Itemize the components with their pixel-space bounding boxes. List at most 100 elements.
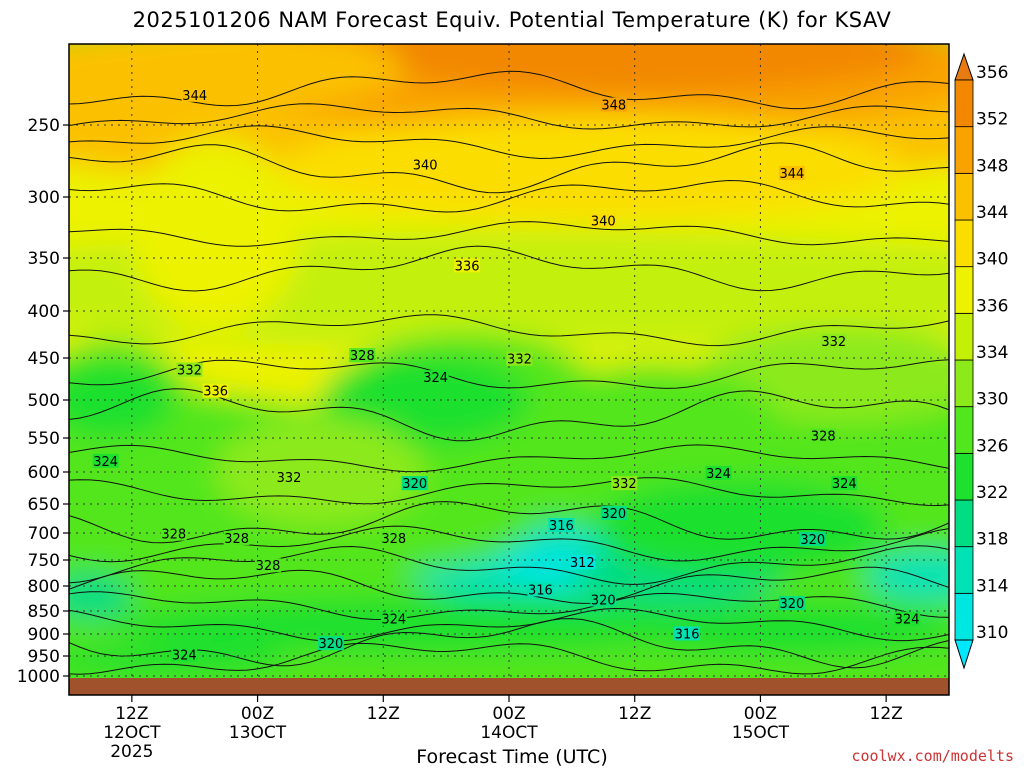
contour-label: 320 — [402, 477, 427, 492]
contour-label: 328 — [350, 349, 375, 364]
x-axis-title: Forecast Time (UTC) — [416, 746, 608, 768]
contour-label: 328 — [811, 429, 836, 444]
contour-label-bg — [590, 213, 617, 228]
contour-label: 324 — [172, 649, 197, 664]
x-tick-label: 12Z — [870, 704, 903, 724]
y-tick-label: 1000 — [17, 667, 60, 687]
contour-label-bg — [506, 351, 533, 366]
colorbar-label: 356 — [976, 63, 1008, 83]
y-tick-label: 750 — [28, 551, 60, 571]
colorbar: 310 314 318 322 326 330 334 336 340 344 348 352 356 — [954, 52, 1008, 670]
colorbar-label: 340 — [976, 250, 1008, 270]
contour-label: 320 — [601, 507, 626, 522]
colorbar-max-arrow — [954, 52, 974, 81]
y-tick-label: 650 — [28, 495, 60, 515]
colorbar-label: 352 — [976, 110, 1008, 130]
colorbar-swatch — [954, 219, 974, 268]
contour-label: 324 — [706, 467, 731, 482]
chart-title: 2025101206 NAM Forecast Equiv. Potential… — [132, 8, 892, 32]
contour-label-bg — [527, 582, 554, 597]
contour-label-bg — [92, 453, 119, 468]
contour-label-bg — [548, 518, 575, 533]
contour-label-bg — [223, 530, 250, 545]
colorbar-swatch — [954, 79, 974, 128]
x-tick-date: 12OCT — [103, 723, 161, 743]
y-tick-label: 800 — [28, 577, 60, 597]
contour-label-bg — [422, 370, 449, 385]
y-tick-label: 350 — [28, 249, 60, 269]
contour-label: 344 — [779, 167, 804, 182]
y-tick-label: 550 — [28, 429, 60, 449]
contour-label: 324 — [381, 613, 406, 628]
ground-strip — [69, 678, 949, 695]
contour-label-bg — [600, 505, 627, 520]
contour-label-bg — [674, 626, 701, 641]
y-tick-label: 250 — [28, 116, 60, 136]
colorbar-swatch — [954, 359, 974, 408]
colorbar-min-arrow — [954, 639, 974, 670]
contour-label: 316 — [528, 584, 553, 599]
contour-label-bg — [181, 87, 208, 102]
colorbar-label: 310 — [976, 623, 1008, 643]
contour-label: 324 — [423, 371, 448, 386]
contour-label: 324 — [895, 613, 920, 628]
contour-label: 332 — [507, 353, 532, 368]
contour-label-bg — [349, 348, 376, 363]
y-axis: 250 300 350 400 450 500 550 600 650 700 750 800 850 9… — [17, 116, 69, 687]
contour-label: 316 — [675, 627, 700, 642]
colorbar-swatch — [954, 406, 974, 454]
x-tick-label: 00Z — [492, 704, 525, 724]
contour-label-bg — [778, 165, 805, 180]
contour-label: 320 — [800, 533, 825, 548]
colorbar-label: 334 — [976, 343, 1008, 363]
contour-label: 324 — [93, 455, 118, 470]
colorbar-swatch — [954, 266, 974, 314]
colorbar-label: 318 — [976, 530, 1008, 550]
contour-label-bg — [176, 362, 203, 377]
x-tick-year: 2025 — [110, 742, 153, 762]
contour-label: 332 — [277, 471, 302, 486]
contour-label-bg — [401, 476, 428, 491]
contour-label-bg — [380, 530, 407, 545]
contour-label-bg — [380, 611, 407, 626]
y-tick-label: 500 — [28, 391, 60, 411]
x-tick-label: 00Z — [241, 704, 274, 724]
contour-label: 328 — [224, 532, 249, 547]
x-tick-date: 15OCT — [732, 723, 790, 743]
y-tick-label: 900 — [28, 625, 60, 645]
contour-label-bg — [202, 383, 229, 398]
colorbar-label: 348 — [976, 156, 1008, 176]
contour-label-bg — [590, 592, 617, 607]
colorbar-swatch — [954, 546, 974, 594]
x-tick-label: 12Z — [618, 704, 651, 724]
colorbar-label: 336 — [976, 296, 1008, 316]
contour-label-bg — [831, 476, 858, 491]
colorbar-swatch — [954, 452, 974, 501]
contour-label: 340 — [413, 158, 438, 173]
contour-label: 332 — [177, 364, 202, 379]
colorbar-label: 322 — [976, 483, 1008, 503]
x-tick-date: 13OCT — [229, 723, 287, 743]
contour-label: 320 — [591, 594, 616, 609]
contour-label: 328 — [381, 532, 406, 547]
contour-label: 328 — [161, 528, 186, 543]
x-tick-label: 00Z — [744, 704, 777, 724]
contour-label: 332 — [821, 335, 846, 350]
colorbar-swatch — [954, 312, 974, 361]
contour-label-bg — [569, 555, 596, 570]
contour-label-bg — [317, 636, 344, 651]
watermark: coolwx.com/modelts — [851, 747, 1014, 765]
contour-label: 332 — [612, 477, 637, 492]
x-tick-label: 12Z — [367, 704, 400, 724]
contour-label-bg — [820, 334, 847, 349]
contour-label-bg — [778, 596, 805, 610]
x-tick-date: 14OCT — [480, 723, 538, 743]
contour-label-bg — [160, 526, 187, 541]
contour-label: 312 — [570, 556, 595, 571]
contour-label: 324 — [832, 477, 857, 492]
contour-label-bg — [611, 476, 638, 491]
y-tick-label: 400 — [28, 302, 60, 322]
contour-label-bg — [412, 157, 439, 172]
